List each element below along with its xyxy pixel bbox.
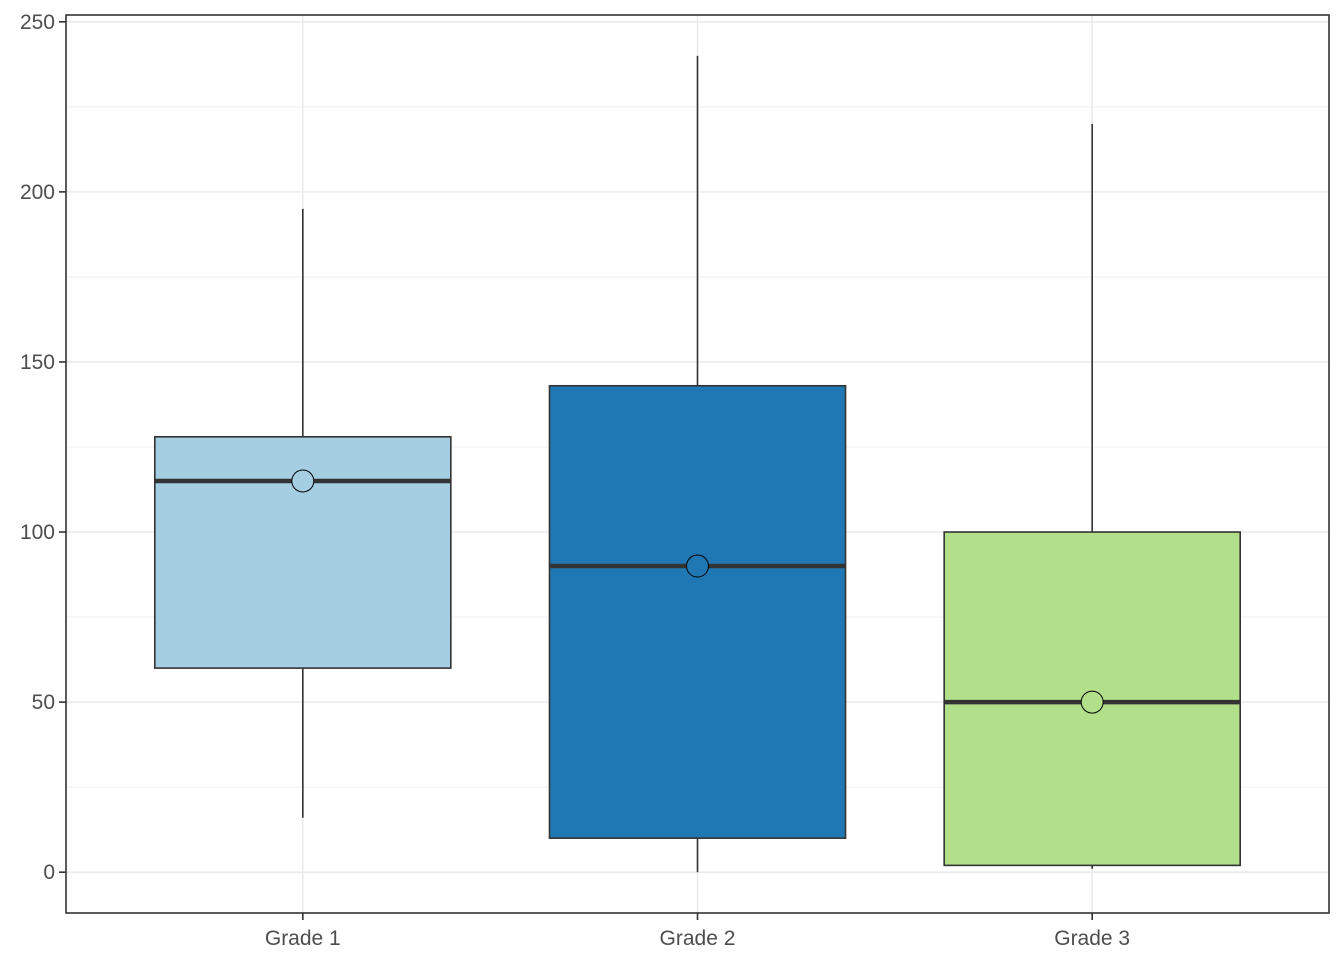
x-tick-label: Grade 1: [265, 927, 341, 950]
mean-point: [1080, 690, 1104, 714]
mean-point: [291, 469, 315, 493]
box-iqr: [548, 384, 847, 839]
y-tick-label: 250: [20, 11, 55, 34]
x-tick-label: Grade 3: [1054, 927, 1130, 950]
box-iqr: [943, 531, 1241, 867]
x-tick-label: Grade 2: [660, 927, 736, 950]
axes: 0 50 100 150 200 250 Grade 1 Grade 2 Grade 3: [20, 11, 1130, 950]
y-tick-label: 0: [43, 861, 55, 884]
y-tick-label: 150: [20, 351, 55, 374]
mean-point: [686, 554, 709, 578]
y-tick-label: 200: [20, 181, 55, 204]
y-tick-label: 100: [20, 521, 55, 544]
boxes: [154, 55, 1241, 873]
y-tick-label: 50: [32, 691, 55, 714]
